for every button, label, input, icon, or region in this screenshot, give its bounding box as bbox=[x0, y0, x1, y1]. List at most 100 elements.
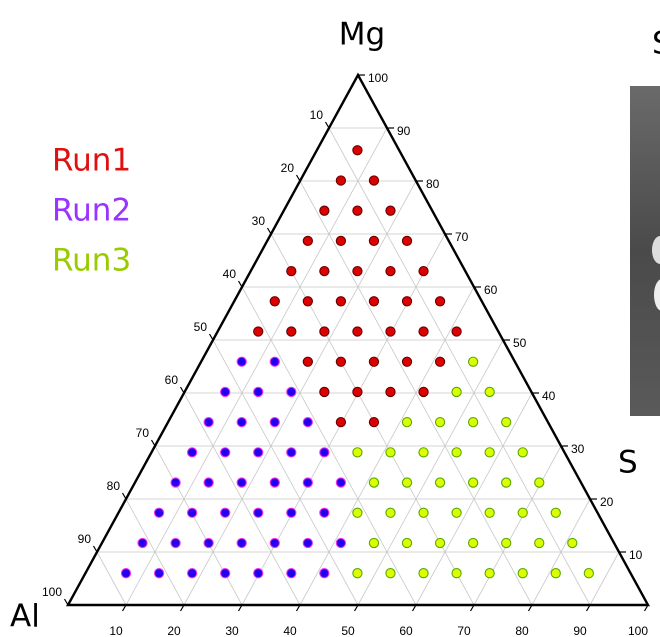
point bbox=[368, 296, 380, 307]
point bbox=[368, 537, 380, 549]
left-tick-label: 50 bbox=[194, 320, 208, 334]
point bbox=[319, 568, 330, 579]
point bbox=[253, 326, 264, 337]
point bbox=[352, 265, 363, 277]
point bbox=[153, 507, 165, 518]
point bbox=[170, 477, 181, 488]
grid-line bbox=[328, 127, 591, 606]
point bbox=[253, 386, 264, 398]
bottom-tick-label: 70 bbox=[457, 624, 471, 637]
point bbox=[352, 507, 363, 518]
bottom-tick-label: 40 bbox=[283, 624, 297, 637]
point bbox=[385, 568, 396, 579]
point bbox=[170, 537, 181, 549]
bottom-tick-label: 90 bbox=[573, 624, 587, 637]
point bbox=[335, 235, 347, 247]
point bbox=[352, 326, 363, 337]
point bbox=[484, 507, 495, 518]
point bbox=[451, 447, 462, 458]
point bbox=[319, 205, 330, 216]
point bbox=[401, 296, 413, 307]
point bbox=[269, 416, 280, 428]
point bbox=[418, 386, 429, 398]
point bbox=[434, 356, 446, 367]
photo-highlight bbox=[654, 279, 660, 311]
grid-line bbox=[241, 286, 417, 606]
point bbox=[501, 537, 512, 549]
point bbox=[467, 537, 479, 549]
legend: Run1 Run2 Run3 bbox=[52, 143, 131, 279]
point bbox=[484, 447, 495, 458]
point bbox=[352, 568, 363, 579]
point bbox=[385, 386, 396, 398]
point bbox=[253, 568, 264, 579]
point bbox=[567, 537, 578, 549]
axes: 10 20 30 40 50 60 70 80 90 100 10 20 30 40 50 60 70 80 90 1… bbox=[42, 71, 651, 637]
point bbox=[319, 507, 330, 518]
point bbox=[401, 477, 413, 488]
point bbox=[385, 265, 396, 277]
point bbox=[434, 477, 446, 488]
point bbox=[153, 568, 165, 579]
point bbox=[501, 416, 512, 428]
point bbox=[434, 537, 446, 549]
left-tick-label: 10 bbox=[310, 108, 324, 122]
point bbox=[368, 235, 380, 247]
point bbox=[269, 477, 280, 488]
point bbox=[517, 507, 528, 518]
point bbox=[236, 537, 247, 549]
point bbox=[319, 447, 330, 458]
grid-line bbox=[589, 551, 620, 606]
point bbox=[352, 145, 363, 156]
point bbox=[335, 296, 347, 307]
right-tick-label: 50 bbox=[513, 336, 527, 350]
point bbox=[583, 568, 594, 579]
point bbox=[120, 568, 132, 579]
point bbox=[203, 477, 214, 488]
point bbox=[186, 507, 198, 518]
grid-line bbox=[357, 339, 504, 606]
point bbox=[302, 537, 313, 549]
point bbox=[137, 537, 148, 549]
point bbox=[236, 416, 247, 428]
grid-line bbox=[212, 339, 359, 606]
left-tick-label: 80 bbox=[107, 479, 121, 493]
point bbox=[335, 537, 347, 549]
point bbox=[401, 537, 413, 549]
grid-line bbox=[299, 180, 533, 606]
bottom-tick-label: 100 bbox=[628, 624, 648, 637]
point bbox=[302, 296, 313, 307]
point bbox=[269, 356, 280, 367]
points bbox=[120, 145, 594, 579]
point bbox=[418, 326, 429, 337]
point bbox=[220, 447, 231, 458]
right-tick-label: 40 bbox=[542, 389, 556, 403]
point bbox=[286, 568, 297, 579]
point bbox=[534, 537, 545, 549]
point bbox=[401, 416, 413, 428]
point bbox=[203, 416, 214, 428]
point bbox=[319, 326, 330, 337]
point bbox=[220, 568, 231, 579]
point bbox=[302, 235, 313, 247]
left-tick-label: 20 bbox=[281, 161, 295, 175]
photo-highlight bbox=[652, 236, 660, 264]
left-tick-label: 100 bbox=[42, 585, 62, 599]
right-tick-label: 100 bbox=[368, 71, 388, 85]
point bbox=[335, 356, 347, 367]
point bbox=[335, 175, 347, 186]
left-tick-label: 60 bbox=[165, 373, 179, 387]
point bbox=[401, 356, 413, 367]
point bbox=[302, 356, 313, 367]
grid bbox=[96, 127, 620, 606]
point bbox=[236, 477, 247, 488]
point bbox=[253, 507, 264, 518]
point bbox=[451, 326, 462, 337]
point bbox=[286, 447, 297, 458]
point bbox=[253, 447, 264, 458]
point bbox=[368, 477, 380, 488]
point bbox=[286, 507, 297, 518]
bottom-tick-label: 20 bbox=[167, 624, 181, 637]
point bbox=[484, 386, 495, 398]
